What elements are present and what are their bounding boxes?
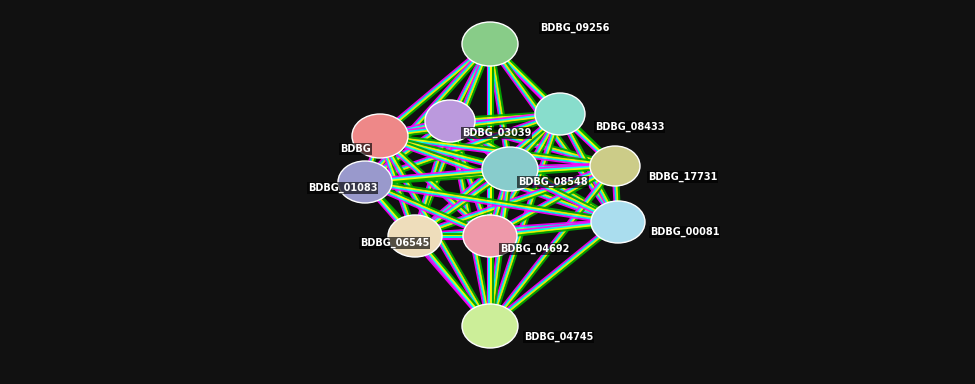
Text: BDBG_04745: BDBG_04745 (524, 332, 594, 342)
Text: BDBG_03039: BDBG_03039 (462, 128, 531, 138)
Ellipse shape (462, 22, 518, 66)
Ellipse shape (425, 100, 475, 142)
Text: BDBG_00081: BDBG_00081 (650, 227, 720, 237)
Text: BDBG_08433: BDBG_08433 (595, 122, 665, 132)
Ellipse shape (482, 147, 538, 191)
Text: BDBG_09256: BDBG_09256 (540, 23, 609, 33)
Ellipse shape (462, 304, 518, 348)
Ellipse shape (463, 215, 517, 257)
Text: BDBG_17731: BDBG_17731 (648, 172, 718, 182)
Text: BDBG: BDBG (340, 144, 370, 154)
Ellipse shape (591, 201, 645, 243)
Ellipse shape (352, 114, 408, 158)
Ellipse shape (388, 215, 442, 257)
Ellipse shape (338, 161, 392, 203)
Text: BDBG_04692: BDBG_04692 (500, 244, 569, 254)
Text: BDBG_08548: BDBG_08548 (518, 177, 588, 187)
Text: BDBG_06545: BDBG_06545 (360, 238, 429, 248)
Ellipse shape (535, 93, 585, 135)
Text: BDBG_01083: BDBG_01083 (308, 183, 377, 193)
Ellipse shape (590, 146, 640, 186)
